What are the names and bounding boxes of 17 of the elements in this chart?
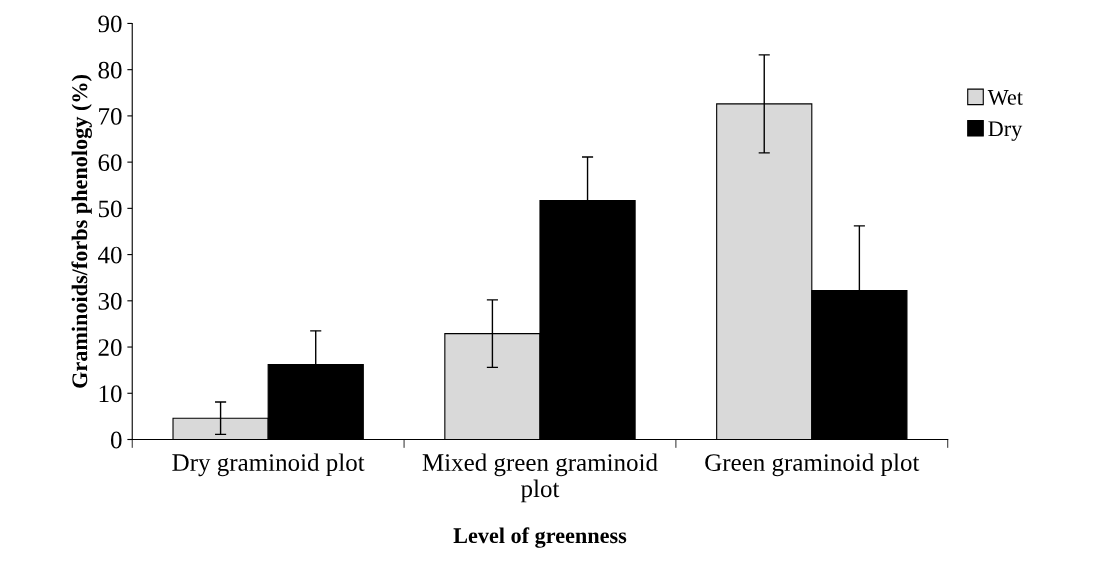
legend-label: Dry [988,121,1023,141]
y-tick-label: 10 [99,385,122,403]
y-axis-title: Graminoids/forbs phenology (%) [71,75,92,388]
y-tick-label: 50 [98,200,122,218]
y-tick-label: 60 [98,154,122,172]
y-tick-label: 40 [98,246,122,264]
x-tick-label: Dry graminoid plot [172,453,365,477]
legend-label: Wet [987,90,1023,105]
x-axis-title: Level of greenness [453,527,627,548]
x-tick-label: Mixed green graminoid plot [422,453,658,503]
y-tick-label: 20 [98,339,122,356]
y-tick-label: 70 [99,107,122,125]
y-tick-label: 0 [110,431,122,449]
y-tick-label: 90 [98,15,122,33]
x-tick-label: Green graminoid plot [705,453,920,477]
y-tick-label: 80 [98,61,122,79]
y-tick-label: 30 [98,292,122,310]
